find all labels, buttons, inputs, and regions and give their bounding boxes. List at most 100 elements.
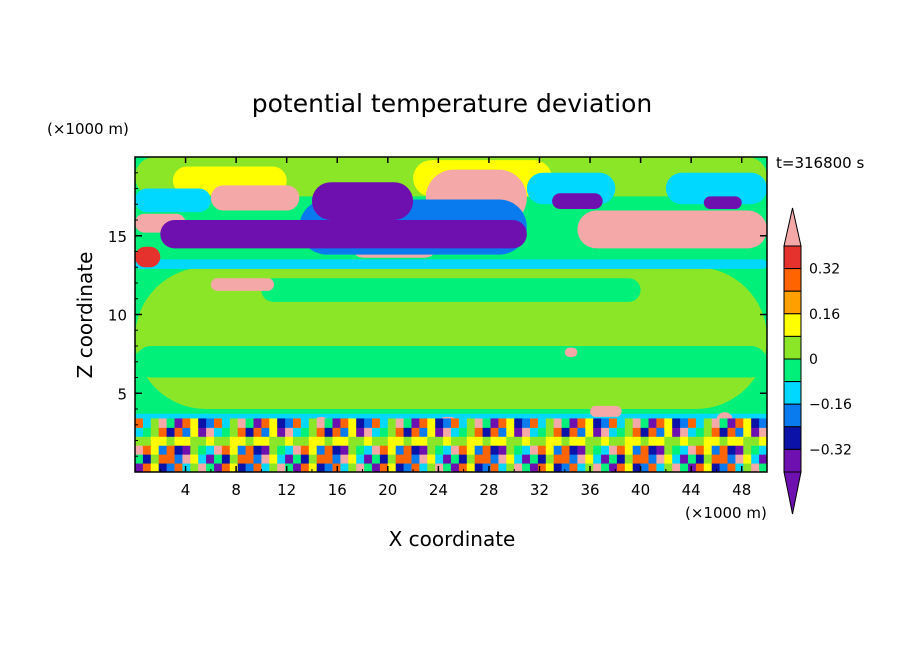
boundary-cell <box>403 427 412 437</box>
boundary-cell <box>198 445 207 455</box>
boundary-cell <box>142 436 152 446</box>
colorbar-swatch <box>783 381 802 405</box>
boundary-cell <box>150 436 160 446</box>
boundary-cell <box>419 463 428 472</box>
boundary-cell <box>577 427 586 437</box>
boundary-cell <box>569 436 578 446</box>
boundary-cell <box>514 427 523 437</box>
boundary-cell <box>395 418 405 428</box>
boundary-cell <box>711 454 721 464</box>
boundary-cell <box>751 418 760 428</box>
colorbar-swatch <box>783 335 802 360</box>
boundary-cell <box>269 454 278 464</box>
boundary-cell <box>751 436 760 446</box>
boundary-cell <box>324 454 333 464</box>
boundary-cell <box>174 463 183 472</box>
y-tick-label: 5 <box>117 385 127 403</box>
boundary-cell <box>664 454 673 464</box>
boundary-cell <box>316 454 326 464</box>
colorbar-label: −0.16 <box>809 397 852 413</box>
boundary-cell <box>498 418 507 428</box>
boundary-cell <box>656 463 665 472</box>
boundary-cell <box>664 418 673 428</box>
boundary-cell <box>174 454 183 464</box>
colorbar-swatch <box>783 426 802 450</box>
boundary-cell <box>142 427 152 437</box>
boundary-cell <box>221 418 231 428</box>
colorbar-swatch <box>783 448 802 473</box>
boundary-cell <box>482 427 491 437</box>
boundary-cell <box>593 463 602 472</box>
boundary-cell <box>759 454 767 464</box>
boundary-cell <box>514 445 523 455</box>
boundary-cell <box>443 427 452 437</box>
boundary-cell <box>727 463 736 472</box>
boundary-cell <box>569 418 578 428</box>
boundary-cell <box>253 418 262 428</box>
boundary-cell <box>695 463 705 472</box>
colorbar-label: 0.32 <box>809 262 840 278</box>
boundary-cell <box>703 463 713 472</box>
boundary-cell <box>759 445 767 455</box>
boundary-cell <box>727 436 736 446</box>
boundary-cell <box>466 454 476 464</box>
boundary-cell <box>158 454 168 464</box>
contour-region <box>261 278 641 302</box>
x-tick-label: 32 <box>530 481 549 499</box>
boundary-cell <box>703 445 713 455</box>
boundary-cell <box>514 418 523 428</box>
boundary-cell <box>537 463 547 472</box>
boundary-cell <box>348 436 357 446</box>
colorbar-over-arrow <box>783 207 802 247</box>
chart-title: potential temperature deviation <box>252 89 652 118</box>
colorbar-label: 0.16 <box>809 307 840 323</box>
boundary-cell <box>537 436 547 446</box>
boundary-cell <box>703 436 713 446</box>
boundary-cell <box>395 454 405 464</box>
boundary-cell <box>253 463 262 472</box>
boundary-cell <box>553 454 563 464</box>
boundary-cell <box>427 454 436 464</box>
boundary-cell <box>537 454 547 464</box>
contour-region <box>135 188 211 213</box>
boundary-cell <box>656 436 665 446</box>
boundary-cell <box>237 427 247 437</box>
boundary-cell <box>198 418 207 428</box>
boundary-cell <box>640 427 649 437</box>
contour-region <box>552 193 603 209</box>
boundary-cell <box>711 463 721 472</box>
boundary-cell <box>759 418 767 428</box>
boundary-cell <box>277 445 286 455</box>
boundary-cell <box>316 445 326 455</box>
boundary-cell <box>695 445 705 455</box>
boundary-cell <box>221 454 231 464</box>
boundary-cell <box>514 436 523 446</box>
boundary-cell <box>601 418 610 428</box>
x-tick-label: 28 <box>479 481 498 499</box>
boundary-cell <box>245 445 254 455</box>
boundary-cell <box>300 427 310 437</box>
boundary-cell <box>435 436 444 446</box>
boundary-cell <box>743 418 752 428</box>
contour-region <box>590 405 622 417</box>
boundary-cell <box>340 463 349 472</box>
boundary-cell <box>506 436 515 446</box>
boundary-cell <box>688 454 697 464</box>
boundary-cell <box>135 454 144 464</box>
boundary-cell <box>498 463 507 472</box>
boundary-cell <box>530 454 539 464</box>
boundary-cell <box>379 454 389 464</box>
boundary-cell <box>609 445 618 455</box>
boundary-cell <box>735 436 744 446</box>
boundary-cell <box>261 445 270 455</box>
boundary-cell <box>593 454 602 464</box>
boundary-cell <box>680 418 689 428</box>
boundary-cell <box>727 427 736 437</box>
boundary-cell <box>640 436 649 446</box>
boundary-cell <box>601 454 610 464</box>
boundary-cell <box>751 445 760 455</box>
boundary-cell <box>419 445 428 455</box>
boundary-cell <box>300 436 310 446</box>
boundary-cell <box>609 436 618 446</box>
boundary-cell <box>759 427 767 437</box>
